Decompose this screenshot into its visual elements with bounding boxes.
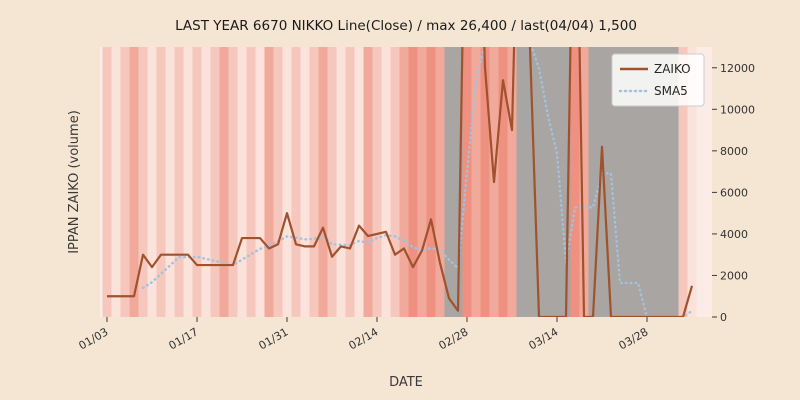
background-band: [318, 47, 328, 317]
background-band: [534, 47, 544, 317]
y-tick-label: 6000: [720, 186, 748, 199]
background-band: [642, 47, 652, 317]
y-axis-label: IPPAN ZAIKO (volume): [67, 110, 82, 254]
y-tick-label: 12000: [720, 62, 755, 75]
background-band: [192, 47, 202, 317]
background-band: [660, 47, 670, 317]
background-band: [264, 47, 274, 317]
background-band: [633, 47, 643, 317]
background-band: [543, 47, 553, 317]
background-band: [516, 47, 526, 317]
background-band: [219, 47, 229, 317]
background-band: [471, 47, 481, 317]
background-band: [174, 47, 184, 317]
background-band: [444, 47, 454, 317]
y-tick-label: 2000: [720, 269, 748, 282]
background-band: [606, 47, 616, 317]
background-bands: [102, 47, 697, 317]
zaiko-line: [107, 47, 694, 317]
background-band: [183, 47, 193, 317]
background-band: [309, 47, 319, 317]
background-band: [129, 47, 139, 317]
background-band: [390, 47, 400, 317]
background-band: [138, 47, 148, 317]
background-band: [480, 47, 490, 317]
background-band: [381, 47, 391, 317]
background-band: [588, 47, 598, 317]
background-band: [462, 47, 472, 317]
background-band: [669, 47, 679, 317]
y-tick-label: 4000: [720, 228, 748, 241]
background-band: [687, 47, 697, 317]
background-band: [597, 47, 607, 317]
y-tick-label: 8000: [720, 145, 748, 158]
background-band: [111, 47, 121, 317]
background-band: [156, 47, 166, 317]
x-axis-label: DATE: [389, 375, 423, 390]
legend-zaiko-label: ZAIKO: [654, 62, 691, 76]
background-band: [363, 47, 373, 317]
background-band: [552, 47, 562, 317]
background-band: [570, 47, 580, 317]
legend-sma5-label: SMA5: [654, 84, 688, 98]
background-band: [615, 47, 625, 317]
background-band: [228, 47, 238, 317]
background-band: [246, 47, 256, 317]
background-band: [237, 47, 247, 317]
background-band: [273, 47, 283, 317]
series-lines: [107, 47, 694, 317]
background-band: [453, 47, 463, 317]
background-band: [291, 47, 301, 317]
background-band: [102, 47, 112, 317]
background-band: [435, 47, 445, 317]
background-band: [408, 47, 418, 317]
background-band: [651, 47, 661, 317]
background-band: [678, 47, 688, 317]
background-band: [426, 47, 436, 317]
background-band: [282, 47, 292, 317]
background-band: [372, 47, 382, 317]
background-band: [561, 47, 571, 317]
background-band: [579, 47, 589, 317]
legend-box: [611, 53, 705, 107]
background-band: [165, 47, 175, 317]
background-band: [255, 47, 265, 317]
background-band: [417, 47, 427, 317]
legend: ZAIKO SMA5: [611, 53, 705, 107]
background-band: [345, 47, 355, 317]
background-band: [354, 47, 364, 317]
background-band: [120, 47, 130, 317]
background-band: [498, 47, 508, 317]
background-band: [399, 47, 409, 317]
y-tick-label: 10000: [720, 103, 755, 116]
background-band: [624, 47, 634, 317]
background-band: [201, 47, 211, 317]
background-band: [300, 47, 310, 317]
chart-title: LAST YEAR 6670 NIKKO Line(Close) / max 2…: [175, 18, 637, 34]
background-band: [147, 47, 157, 317]
background-band: [327, 47, 337, 317]
background-band: [336, 47, 346, 317]
background-band: [507, 47, 517, 317]
background-band: [210, 47, 220, 317]
background-band: [525, 47, 535, 317]
y-tick-label: 0: [720, 311, 727, 324]
